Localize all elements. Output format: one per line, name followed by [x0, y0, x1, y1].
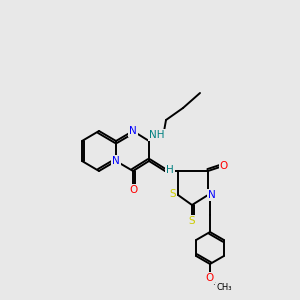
Text: O: O: [220, 161, 228, 171]
Text: H: H: [166, 165, 174, 175]
Text: NH: NH: [149, 130, 165, 140]
Text: N: N: [112, 156, 120, 166]
Text: O: O: [129, 185, 137, 195]
Text: O: O: [206, 273, 214, 283]
Text: CH₃: CH₃: [216, 284, 232, 292]
Text: S: S: [189, 216, 195, 226]
Text: N: N: [208, 190, 216, 200]
Text: S: S: [170, 189, 176, 199]
Text: N: N: [129, 126, 137, 136]
